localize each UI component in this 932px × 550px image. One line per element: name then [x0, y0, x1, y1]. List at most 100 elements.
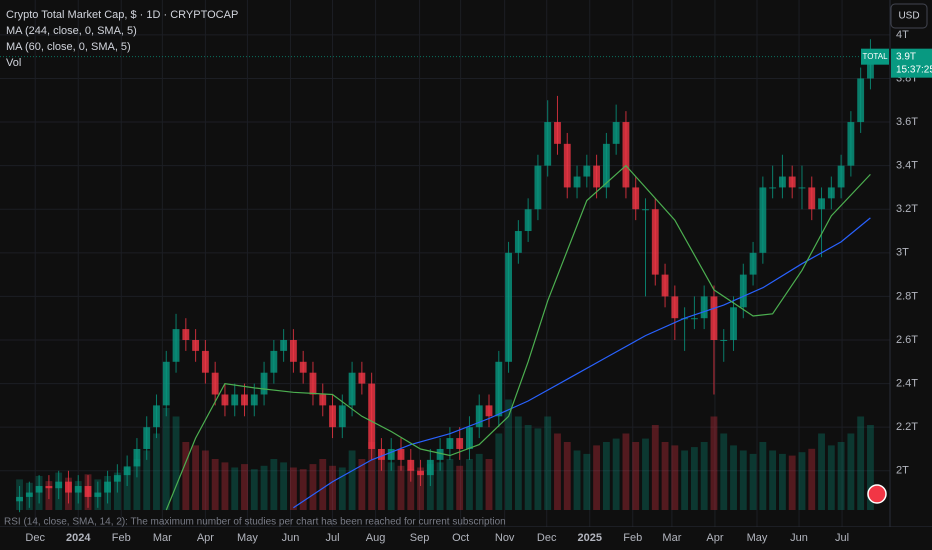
volume-bar	[270, 459, 278, 510]
alert-icon[interactable]	[867, 484, 887, 504]
candle-body	[466, 427, 473, 449]
x-tick-label: Mar	[662, 532, 681, 544]
volume-bar	[348, 450, 356, 510]
volume-bar	[749, 453, 757, 510]
candle-body	[113, 475, 121, 482]
volume-bar	[720, 433, 728, 510]
candle-body	[172, 329, 180, 362]
x-tick-label: 2024	[66, 532, 91, 544]
price-tag: TOTAL 3.9T 15:37:25	[0, 48, 932, 78]
y-tick-label: 4T	[896, 29, 909, 41]
volume-bar	[798, 452, 806, 510]
ma-line	[165, 164, 871, 511]
candle-body	[798, 187, 806, 189]
volume-layer	[16, 399, 874, 510]
candle-body	[475, 405, 483, 428]
volume-bar	[651, 425, 659, 510]
volume-bar	[436, 462, 444, 510]
volume-bar	[642, 438, 649, 510]
candle-body	[417, 470, 424, 476]
volume-bar	[456, 465, 464, 510]
candle-body	[84, 486, 92, 497]
volume-bar	[358, 459, 366, 510]
candle-body	[827, 187, 835, 199]
x-tick-label: May	[237, 532, 258, 544]
candle-body	[153, 405, 160, 428]
volume-bar	[544, 416, 552, 510]
volume-bar	[221, 462, 229, 510]
x-tick-label: Feb	[112, 532, 131, 544]
candle-body	[280, 340, 288, 351]
candle-body	[368, 383, 376, 449]
volume-bar	[289, 467, 297, 510]
candle-body	[45, 486, 53, 489]
volume-bar	[426, 464, 434, 510]
x-tick-label: Aug	[366, 532, 386, 544]
volume-bar	[368, 442, 376, 510]
volume-bar	[133, 459, 141, 510]
price-box	[891, 48, 932, 78]
x-tick-label: Jun	[790, 532, 808, 544]
candle-body	[612, 122, 620, 144]
candle-body	[387, 448, 395, 460]
volume-bar	[788, 455, 796, 510]
candle-body	[123, 466, 131, 476]
candle-body	[769, 187, 777, 189]
volume-bar	[280, 462, 288, 510]
x-tick-label: Sep	[410, 532, 430, 544]
volume-bar	[837, 442, 845, 510]
candle-body	[720, 340, 728, 341]
grid	[0, 0, 890, 527]
volume-bar	[397, 465, 405, 510]
candle-body	[94, 492, 102, 497]
volume-bar	[172, 416, 180, 510]
candle-body	[378, 448, 385, 460]
candle-body	[289, 340, 297, 362]
ma-layer	[165, 164, 871, 511]
volume-bar	[602, 442, 610, 510]
price-label: 3.9T	[896, 51, 916, 62]
x-tick-label: Oct	[452, 532, 469, 544]
y-tick-label: 2.8T	[896, 290, 918, 302]
candle-body	[573, 176, 581, 188]
candle-body	[524, 209, 532, 232]
volume-bar	[857, 416, 865, 510]
candle-body	[221, 394, 229, 406]
volume-bar	[534, 428, 542, 510]
candle-body	[162, 361, 170, 406]
candle-body	[446, 438, 454, 449]
volume-bar	[123, 467, 131, 510]
candle-body	[143, 427, 151, 449]
ma-line	[293, 217, 871, 509]
volume-bar	[201, 450, 209, 510]
symbol-label: TOTAL	[862, 52, 888, 61]
x-tick-label: Dec	[537, 532, 557, 544]
x-tick-label: Dec	[25, 532, 45, 544]
time-axis: Dec 2024 Feb Mar Apr May Jun Jul Aug Sep Oct Nov Dec…	[25, 532, 849, 544]
candle-body	[299, 361, 307, 373]
currency-button[interactable]	[890, 3, 928, 29]
candle-body	[759, 187, 767, 253]
volume-bar	[710, 416, 718, 510]
volume-bar	[162, 408, 170, 510]
volume-bar	[730, 445, 737, 510]
candle-body	[250, 394, 258, 406]
volume-bar	[632, 442, 640, 510]
candle-body	[749, 252, 757, 275]
volume-bar	[778, 453, 786, 510]
legend-vol: Vol	[6, 57, 21, 69]
candle-body	[651, 209, 659, 275]
volume-bar	[446, 459, 454, 510]
candle-body	[661, 274, 669, 297]
x-tick-label: Mar	[153, 532, 172, 544]
y-tick-label: 2.6T	[896, 334, 918, 346]
candle-body	[65, 481, 72, 493]
currency-label[interactable]: USD	[898, 11, 919, 22]
x-tick-label: Jul	[835, 532, 849, 544]
volume-bar	[505, 399, 512, 510]
candle-body	[700, 296, 708, 319]
volume-bar	[671, 445, 679, 510]
candle-body	[739, 274, 747, 308]
x-tick-label: Apr	[197, 532, 214, 544]
